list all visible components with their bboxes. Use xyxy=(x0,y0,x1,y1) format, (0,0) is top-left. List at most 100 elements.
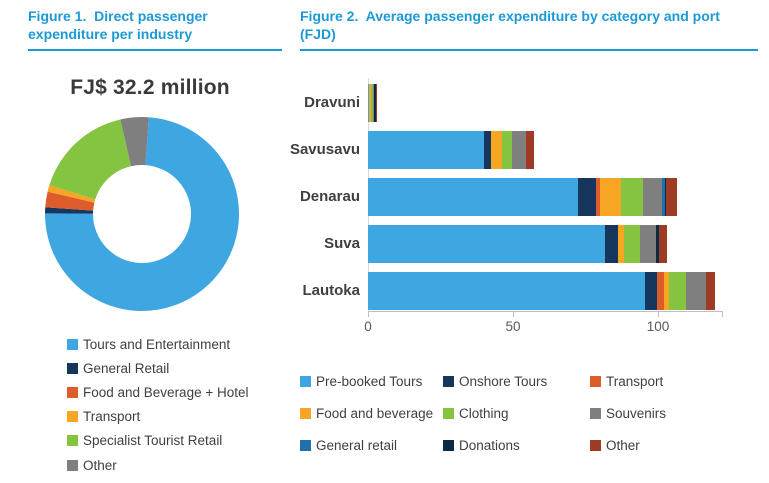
x-axis-label-100: 100 xyxy=(646,319,670,334)
bar-segment xyxy=(578,178,597,216)
legend-swatch xyxy=(67,386,78,398)
donut-total-label: FJ$ 32.2 million xyxy=(70,76,230,99)
legend-swatch xyxy=(67,459,78,471)
bar-segment xyxy=(368,131,485,169)
bar-segment xyxy=(658,225,668,263)
donut-slice-3 xyxy=(47,185,96,203)
bar-segment xyxy=(706,272,715,310)
bar-segment xyxy=(639,225,657,263)
bar-segment xyxy=(368,84,369,122)
legend-swatch xyxy=(67,411,78,423)
legend-label: Transport xyxy=(83,409,141,425)
legend-item: Food and Beverage + Hotel xyxy=(67,380,249,404)
legend-item: Donations xyxy=(443,438,590,470)
bar-segment xyxy=(368,225,605,263)
bar-segment xyxy=(664,178,667,216)
bar-segment xyxy=(600,178,622,216)
legend-label: Transport xyxy=(606,374,664,389)
bar-category-label: Lautoka xyxy=(302,282,360,299)
legend-item: Onshore Tours xyxy=(443,374,590,406)
legend-label: Other xyxy=(606,438,640,453)
legend-label: Food and Beverage + Hotel xyxy=(83,384,249,400)
legend-label: General Retail xyxy=(83,360,170,376)
bar-row-dravuni xyxy=(368,84,377,122)
bar-segment xyxy=(368,272,645,310)
legend-label: Tours and Entertainment xyxy=(83,336,231,352)
figure1-legend: Tours and Entertainment General Retail Foo… xyxy=(67,332,249,477)
figure2-title: Figure 2. Average passenger expenditure … xyxy=(300,7,758,51)
bar-segment xyxy=(375,84,377,122)
legend-label: Souvenirs xyxy=(606,406,667,421)
legend-swatch xyxy=(443,376,454,387)
bar-segment xyxy=(604,225,618,263)
legend-item: Food and beverage xyxy=(300,406,443,438)
legend-label: General retail xyxy=(316,438,398,453)
bar-segment xyxy=(686,272,707,310)
legend-swatch xyxy=(443,440,454,451)
bar-segment xyxy=(512,131,526,169)
legend-item: General Retail xyxy=(67,356,249,380)
x-axis-tick-0 xyxy=(368,311,369,317)
bar-segment xyxy=(657,272,664,310)
legend-item: Souvenirs xyxy=(590,406,760,438)
bar-segment xyxy=(373,84,374,122)
legend-label: Donations xyxy=(459,438,520,453)
bar-segment xyxy=(484,131,492,169)
x-axis-label-50: 50 xyxy=(505,319,521,334)
legend-item: Transport xyxy=(590,374,760,406)
x-axis-tick-100 xyxy=(658,311,659,317)
legend-swatch xyxy=(443,408,454,419)
bar-segment xyxy=(624,225,640,263)
legend-item: Other xyxy=(590,438,760,470)
bar-segment xyxy=(661,178,665,216)
bar-segment xyxy=(373,84,376,122)
donut-chart xyxy=(44,117,239,312)
bar-row-savusavu xyxy=(368,131,534,169)
x-axis-label-0: 0 xyxy=(364,319,372,334)
legend-label: Other xyxy=(83,457,117,473)
legend-item: Specialist Tourist Retail xyxy=(67,429,249,453)
bar-segment xyxy=(596,178,601,216)
legend-label: Clothing xyxy=(459,406,509,421)
legend-swatch xyxy=(67,435,78,447)
legend-item: Clothing xyxy=(443,406,590,438)
donut-slice-5 xyxy=(120,117,149,167)
bar-segment xyxy=(642,178,662,216)
legend-swatch xyxy=(67,338,78,350)
legend-item: General retail xyxy=(300,438,443,470)
figure2-legend: Pre-booked Tours Onshore Tours Transport Fo… xyxy=(300,374,760,470)
donut-slice-4 xyxy=(49,119,132,200)
bar-segment xyxy=(669,272,687,310)
legend-label: Pre-booked Tours xyxy=(316,374,423,389)
legend-item: Other xyxy=(67,453,249,477)
legend-swatch xyxy=(300,376,311,387)
bar-row-lautoka xyxy=(368,272,715,310)
legend-label: Specialist Tourist Retail xyxy=(83,433,223,449)
bar-segment xyxy=(491,131,503,169)
legend-swatch xyxy=(67,362,78,374)
bar-category-label: Suva xyxy=(324,235,360,252)
legend-label: Food and beverage xyxy=(316,406,434,421)
x-axis-line xyxy=(368,311,722,312)
donut-slice-0 xyxy=(44,117,239,312)
bar-segment xyxy=(368,84,372,122)
bar-category-label: Denarau xyxy=(299,188,360,205)
bar-row-suva xyxy=(368,225,668,263)
bar-segment xyxy=(656,225,659,263)
legend-item: Pre-booked Tours xyxy=(300,374,443,406)
x-axis-tick-50 xyxy=(513,311,514,317)
legend-swatch xyxy=(590,408,601,419)
legend-swatch xyxy=(300,408,311,419)
legend-swatch xyxy=(590,376,601,387)
legend-label: Onshore Tours xyxy=(459,374,548,389)
legend-item: Transport xyxy=(67,405,249,429)
bar-segment xyxy=(621,178,643,216)
bar-segment xyxy=(666,178,677,216)
bar-category-label: Savusavu xyxy=(289,141,360,158)
bar-segment xyxy=(502,131,513,169)
legend-item: Tours and Entertainment xyxy=(67,332,249,356)
x-axis-tick-end xyxy=(722,311,723,317)
bar-segment xyxy=(663,272,670,310)
bar-segment xyxy=(617,225,625,263)
